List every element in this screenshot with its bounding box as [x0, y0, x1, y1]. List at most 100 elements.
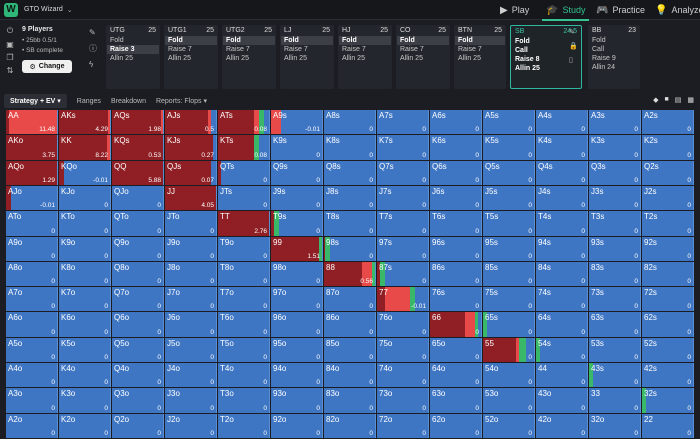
action-raise-8[interactable]: Raise 8: [515, 56, 540, 63]
hand-cell-K5s[interactable]: K5s 0: [483, 135, 535, 160]
hand-cell-T2o[interactable]: T2o 0: [218, 413, 270, 438]
hand-cell-T9s[interactable]: T9s 0: [271, 211, 323, 236]
hand-cell-KQo[interactable]: KQo -0.01: [59, 160, 111, 185]
hand-cell-54s[interactable]: 54s 0: [536, 337, 588, 363]
hand-cell-T6o[interactable]: T6o 0: [218, 312, 270, 337]
full-view-icon[interactable]: ▦: [687, 97, 694, 104]
tab-ranges[interactable]: Ranges: [76, 97, 101, 105]
hand-cell-Q4o[interactable]: Q4o 0: [112, 363, 164, 388]
hand-cell-A3s[interactable]: A3s 0: [589, 110, 641, 135]
hand-cell-J9s[interactable]: J9s 0: [271, 185, 323, 211]
hand-cell-J5s[interactable]: J5s 0: [483, 185, 535, 211]
action-allin-25[interactable]: Allin 25: [400, 55, 423, 62]
hand-cell-A9o[interactable]: A9o 0: [6, 236, 58, 261]
change-button[interactable]: ⚙ Change: [22, 60, 72, 73]
hand-cell-82o[interactable]: 82o 0: [324, 413, 376, 438]
hand-cell-T3s[interactable]: T3s 0: [589, 211, 641, 236]
hand-cell-63o[interactable]: 63o 0: [430, 388, 482, 413]
hand-cell-QTs[interactable]: QTs 0: [218, 160, 270, 185]
tab-breakdown[interactable]: Breakdown: [110, 97, 146, 105]
hand-cell-J9o[interactable]: J9o 0: [165, 236, 217, 261]
hand-cell-97o[interactable]: 97o 0: [271, 287, 323, 312]
hand-cell-TT[interactable]: TT 2.76: [218, 211, 270, 236]
cube-icon[interactable]: ◆: [653, 97, 659, 104]
hand-cell-AQs[interactable]: AQs 1.98: [112, 110, 164, 135]
hand-cell-ATo[interactable]: ATo 0: [6, 211, 58, 236]
hand-cell-KTo[interactable]: KTo 0: [59, 211, 111, 236]
logo-icon[interactable]: W: [4, 2, 18, 17]
hand-cell-T8o[interactable]: T8o 0: [218, 261, 270, 287]
hand-cell-Q4s[interactable]: Q4s 0: [536, 160, 588, 185]
hand-cell-KK[interactable]: KK 8.22: [59, 135, 111, 160]
hand-cell-A7o[interactable]: A7o 0: [6, 287, 58, 312]
hand-cell-44[interactable]: 44 0: [536, 363, 588, 388]
hand-cell-A4s[interactable]: A4s 0: [536, 110, 588, 135]
hand-cell-T8s[interactable]: T8s 0: [324, 211, 376, 236]
hand-cell-A3o[interactable]: A3o 0: [6, 388, 58, 413]
nav-practice[interactable]: 🎮 Practice: [596, 0, 645, 20]
action-call[interactable]: Call: [515, 47, 528, 54]
hand-cell-J6s[interactable]: J6s 0: [430, 185, 482, 211]
hand-cell-J3s[interactable]: J3s 0: [589, 185, 641, 211]
hand-cell-QJo[interactable]: QJo 0: [112, 185, 164, 211]
action-fold[interactable]: Fold: [165, 36, 217, 45]
hand-cell-98o[interactable]: 98o 0: [271, 261, 323, 287]
hand-cell-Q2s[interactable]: Q2s 0: [642, 160, 694, 185]
hand-cell-84s[interactable]: 84s 0: [536, 261, 588, 287]
action-allin-25[interactable]: Allin 25: [284, 55, 307, 62]
hand-cell-62s[interactable]: 62s 0: [642, 312, 694, 337]
hand-cell-KJs[interactable]: KJs 0.27: [165, 135, 217, 160]
action-raise-7[interactable]: Raise 7: [284, 46, 308, 53]
hand-cell-K9s[interactable]: K9s 0: [271, 135, 323, 160]
hand-cell-K6o[interactable]: K6o 0: [59, 312, 111, 337]
hand-cell-33[interactable]: 33 0: [589, 388, 641, 413]
hand-cell-J5o[interactable]: J5o 0: [165, 337, 217, 363]
hand-cell-86s[interactable]: 86s 0: [430, 261, 482, 287]
hand-cell-KQs[interactable]: KQs 0.53: [112, 135, 164, 160]
hand-cell-92o[interactable]: 92o 0: [271, 413, 323, 438]
hand-cell-KJo[interactable]: KJo 0: [59, 185, 111, 211]
power-icon[interactable]: ⏻: [6, 26, 14, 35]
action-allin-25[interactable]: Allin 25: [342, 55, 365, 62]
hand-cell-T3o[interactable]: T3o 0: [218, 388, 270, 413]
position-sb[interactable]: SB 24.5 Fold Call Raise 8 Allin 25: [510, 25, 582, 89]
hand-cell-K8o[interactable]: K8o 0: [59, 261, 111, 287]
hand-cell-Q2o[interactable]: Q2o 0: [112, 413, 164, 438]
action-raise-3[interactable]: Raise 3: [107, 45, 159, 54]
hand-cell-AA[interactable]: AA 11.48: [6, 110, 58, 135]
action-fold[interactable]: Fold: [592, 37, 606, 44]
hand-cell-A7s[interactable]: A7s 0: [377, 110, 429, 135]
position-btn[interactable]: BTN 25 Fold Raise 7 Allin 25: [454, 25, 506, 89]
hand-cell-Q3o[interactable]: Q3o 0: [112, 388, 164, 413]
hand-cell-75o[interactable]: 75o 0: [377, 337, 429, 363]
hand-cell-Q5s[interactable]: Q5s 0: [483, 160, 535, 185]
bolt-icon[interactable]: ϟ: [89, 60, 94, 69]
action-allin-25[interactable]: Allin 25: [168, 55, 191, 62]
position-hj[interactable]: HJ 25 Fold Raise 7 Allin 25: [338, 25, 392, 89]
hand-cell-95o[interactable]: 95o 0: [271, 337, 323, 363]
hand-cell-T4o[interactable]: T4o 0: [218, 363, 270, 388]
hand-cell-86o[interactable]: 86o 0: [324, 312, 376, 337]
hand-cell-87s[interactable]: 87s 0: [377, 261, 429, 287]
hand-cell-A2o[interactable]: A2o 0: [6, 413, 58, 438]
info-icon[interactable]: ⓘ: [89, 44, 97, 53]
hand-cell-K3o[interactable]: K3o 0: [59, 388, 111, 413]
hand-cell-62o[interactable]: 62o 0: [430, 413, 482, 438]
hand-cell-K5o[interactable]: K5o 0: [59, 337, 111, 363]
hand-cell-T9o[interactable]: T9o 0: [218, 236, 270, 261]
hand-cell-72o[interactable]: 72o 0: [377, 413, 429, 438]
nav-study[interactable]: 🎓 Study: [541, 0, 590, 21]
hand-cell-K7s[interactable]: K7s 0: [377, 135, 429, 160]
hand-cell-A5o[interactable]: A5o 0: [6, 337, 58, 363]
chevron-down-icon[interactable]: ⌄: [66, 6, 73, 14]
tab-reports[interactable]: Reports: Flops ▾: [155, 98, 207, 105]
action-allin-25[interactable]: Allin 25: [226, 55, 249, 62]
hand-cell-72s[interactable]: 72s 0: [642, 287, 694, 312]
hand-cell-53s[interactable]: 53s 0: [589, 337, 641, 363]
hand-cell-76o[interactable]: 76o 0: [377, 312, 429, 337]
hand-cell-88[interactable]: 88 0.56: [324, 261, 376, 287]
position-utg1[interactable]: UTG1 25 Fold Raise 7 Allin 25: [164, 25, 218, 89]
hand-cell-52s[interactable]: 52s 0: [642, 337, 694, 363]
action-raise-7[interactable]: Raise 7: [458, 46, 482, 53]
hand-cell-Q8o[interactable]: Q8o 0: [112, 261, 164, 287]
